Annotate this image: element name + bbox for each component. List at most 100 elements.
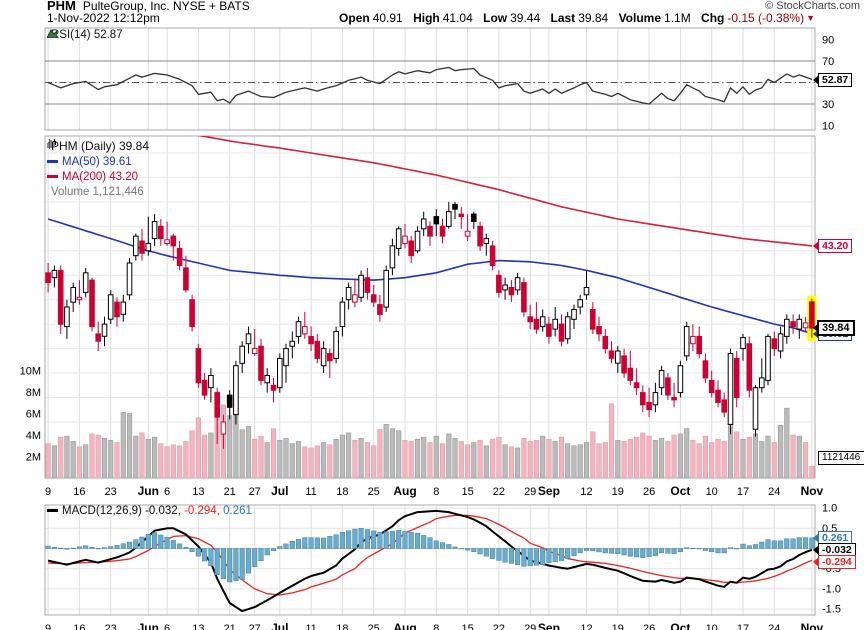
ma50-legend-line: MA(50) 39.61 [47,155,149,170]
macd-legend-label: MACD(12,26,9) -0.032, [62,505,181,517]
svg-text:25: 25 [368,486,380,498]
chg-down-triangle-icon[interactable]: ▼ [806,13,815,23]
svg-text:Aug: Aug [393,484,416,498]
x-axis-labels: 9 16 23 Jun 6 13 21 27 Jul 11 18 25 Aug 8 15 22 29 Sep 12 1… [45,484,824,498]
macd-hist-value: 0.261 [223,505,252,517]
ma50-legend-label: MA(50) 39.61 [62,156,132,168]
svg-text:10M: 10M [20,366,41,378]
svg-text:18: 18 [336,486,348,498]
svg-text:29: 29 [524,486,536,498]
svg-text:8M: 8M [26,387,41,399]
volume-legend-label: Volume 1,121,446 [51,186,144,198]
svg-text:6M: 6M [26,409,41,421]
svg-text:6: 6 [164,623,170,630]
volume-value: 1.1M [664,11,691,25]
svg-text:42: 42 [822,270,834,282]
open-value: 40.91 [372,11,403,25]
svg-text:90: 90 [822,35,834,47]
svg-text:26: 26 [643,623,655,630]
svg-text:9: 9 [45,623,51,630]
ma50-line-icon [47,160,58,164]
svg-text:11: 11 [305,486,316,498]
ma200-line-icon [47,175,58,179]
ma200-legend-label: MA(200) 43.20 [62,171,139,183]
ma200-legend-line: MA(200) 43.20 [47,170,149,185]
svg-text:Sep: Sep [538,621,560,630]
svg-text:13: 13 [192,486,204,498]
copyright-label: © StockCharts.com [765,0,860,12]
svg-text:1.0: 1.0 [822,503,837,515]
svg-text:10: 10 [706,486,718,498]
last-value: 39.84 [578,11,609,25]
svg-text:30: 30 [822,99,834,111]
svg-text:-1.0: -1.0 [822,583,841,595]
svg-text:38: 38 [822,368,834,380]
svg-text:45: 45 [822,197,834,209]
volume-legend-line: Volume 1,121,446 [47,140,149,200]
main-legend: PHM (Daily) 39.84 MA(50) 39.61 MA(200) 4… [47,139,149,200]
macd-line-icon [47,509,58,513]
ma200-value-box: 43.20 [812,239,853,253]
svg-text:10: 10 [822,121,834,133]
svg-text:4M: 4M [26,430,41,442]
svg-text:36: 36 [822,417,834,429]
svg-text:16: 16 [73,486,85,498]
candles-layer: 47 46 45 44 42 41 39 38 37 36 [45,172,834,449]
svg-text:8: 8 [433,486,439,498]
macd-signal-value: -0.294, [184,505,220,517]
svg-text:Jul: Jul [271,484,288,498]
svg-text:22: 22 [493,623,505,630]
svg-text:12: 12 [580,623,592,630]
svg-text:17: 17 [737,486,749,498]
chg-value: -0.15 (-0.38%) [727,11,805,25]
svg-text:41: 41 [822,295,834,307]
last-label: Last [550,11,576,25]
svg-text:18: 18 [336,623,348,630]
svg-text:6: 6 [164,486,170,498]
volume-layer: 10M 8M 6M 4M 2M [20,366,815,479]
svg-text:23: 23 [105,623,117,630]
svg-text:46: 46 [822,172,834,184]
svg-text:-1.5: -1.5 [822,604,841,616]
svg-text:13: 13 [192,623,204,630]
moving-averages [47,136,813,335]
svg-text:2M: 2M [26,452,41,464]
svg-text:23: 23 [105,486,117,498]
low-label: Low [483,11,508,25]
macd-signal-box: -0.294 [813,555,856,569]
svg-text:8: 8 [433,623,439,630]
svg-text:Nov: Nov [801,621,824,630]
svg-text:Sep: Sep [538,484,560,498]
svg-text:70: 70 [822,56,834,68]
svg-text:26: 26 [643,486,655,498]
svg-text:Aug: Aug [393,621,416,630]
svg-text:37: 37 [822,393,834,405]
symbol-legend-label: PHM (Daily) 39.84 [51,139,150,153]
svg-text:11: 11 [305,623,316,630]
rsi-value-box: 52.87 [812,73,853,87]
svg-text:25: 25 [368,623,380,630]
svg-text:21: 21 [224,623,236,630]
svg-text:29: 29 [524,623,536,630]
last-price-box: 39.84 [813,320,855,336]
svg-text:19: 19 [612,486,624,498]
svg-text:Jun: Jun [138,621,159,630]
macd-value-box: -0.032 [813,543,856,557]
svg-text:21: 21 [224,486,236,498]
macd-panel: 1.00.5-0.5-1.0-1.5 [47,503,841,616]
svg-text:Oct: Oct [670,484,690,498]
rsi-panel: 90 70 30 10 [45,35,834,133]
quote-stats-row: Open 40.91 High 41.04 Low 39.44 Last 39.84 V… [339,11,815,25]
x-axis-labels-clipped: 9 16 23 Jun 6 13 21 27 Jul 11 18 25 Aug 8 15 22 29 Sep 12 1… [45,621,824,630]
svg-text:15: 15 [461,623,473,630]
svg-text:Nov: Nov [801,484,824,498]
svg-text:27: 27 [249,486,261,498]
ticker-symbol: PHM [47,0,76,13]
chart-datetime: 1-Nov-2022 12:12pm [47,11,160,25]
svg-text:16: 16 [73,623,85,630]
svg-text:24: 24 [768,486,780,498]
svg-text:15: 15 [461,486,473,498]
svg-text:10: 10 [706,623,718,630]
